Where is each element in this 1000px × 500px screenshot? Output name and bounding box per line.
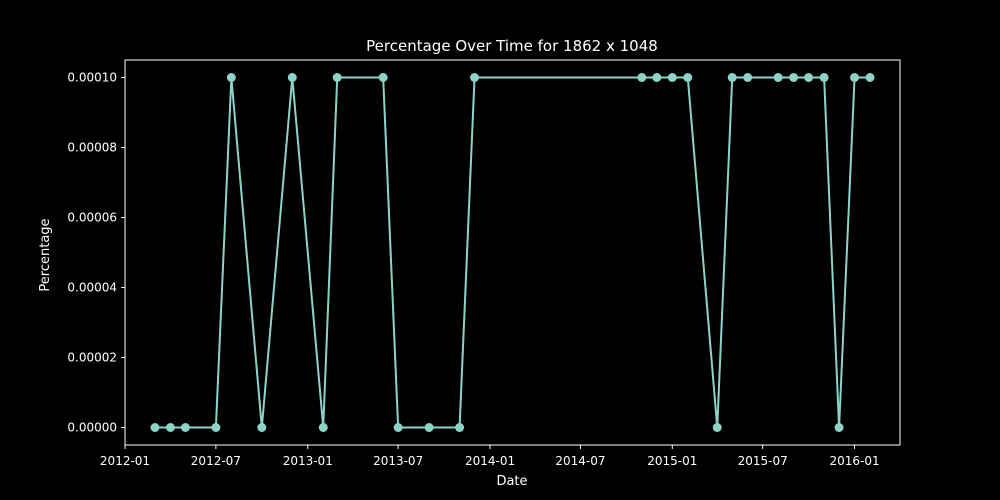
- data-point: [378, 73, 388, 82]
- data-point: [773, 73, 783, 82]
- data-point: [180, 423, 190, 432]
- data-point: [318, 423, 328, 432]
- data-point: [789, 73, 799, 82]
- y-tick-label: 0.00000: [67, 421, 117, 435]
- data-point: [424, 423, 434, 432]
- data-point: [257, 423, 267, 432]
- data-point: [332, 73, 342, 82]
- x-axis: 2012-01 2012-07 2013-01 2013-07 2014-01 2014-…: [100, 445, 880, 468]
- data-point: [667, 73, 677, 82]
- data-point: [150, 423, 160, 432]
- data-point: [652, 73, 662, 82]
- x-tick-label: 2015-07: [738, 454, 788, 468]
- x-tick-label: 2014-01: [465, 454, 515, 468]
- data-point: [727, 73, 737, 82]
- data-point: [637, 73, 647, 82]
- data-point: [455, 423, 465, 432]
- y-tick-label: 0.00004: [67, 281, 117, 295]
- data-point: [834, 423, 844, 432]
- x-tick-label: 2014-07: [555, 454, 605, 468]
- y-axis-label: Percentage: [38, 218, 53, 291]
- y-tick-label: 0.00008: [67, 141, 117, 155]
- series-line: [154, 76, 871, 429]
- x-tick-label: 2013-07: [373, 454, 423, 468]
- x-tick-label: 2012-07: [191, 454, 241, 468]
- data-point: [865, 73, 875, 82]
- data-point: [804, 73, 814, 82]
- chart-title: Percentage Over Time for 1862 x 1048: [366, 37, 658, 55]
- data-point: [211, 423, 221, 432]
- data-point: [470, 73, 480, 82]
- x-tick-label: 2013-01: [283, 454, 333, 468]
- data-point: [712, 423, 722, 432]
- data-point: [850, 73, 860, 82]
- x-tick-label: 2012-01: [100, 454, 150, 468]
- y-axis: 0.00000 0.00002 0.00004 0.00006 0.00008 0.000…: [67, 71, 125, 435]
- data-point: [393, 423, 403, 432]
- x-tick-label: 2015-01: [647, 454, 697, 468]
- data-point: [683, 73, 693, 82]
- data-point: [226, 73, 236, 82]
- x-tick-label: 2016-01: [829, 454, 879, 468]
- data-point: [743, 73, 753, 82]
- plot-frame: [124, 59, 901, 446]
- plot-area: [150, 73, 875, 432]
- y-tick-label: 0.00006: [67, 211, 117, 225]
- y-tick-label: 0.00002: [67, 351, 117, 365]
- data-point: [819, 73, 829, 82]
- y-tick-label: 0.00010: [67, 71, 117, 85]
- data-point: [287, 73, 297, 82]
- data-point: [165, 423, 175, 432]
- x-axis-label: Date: [496, 474, 527, 489]
